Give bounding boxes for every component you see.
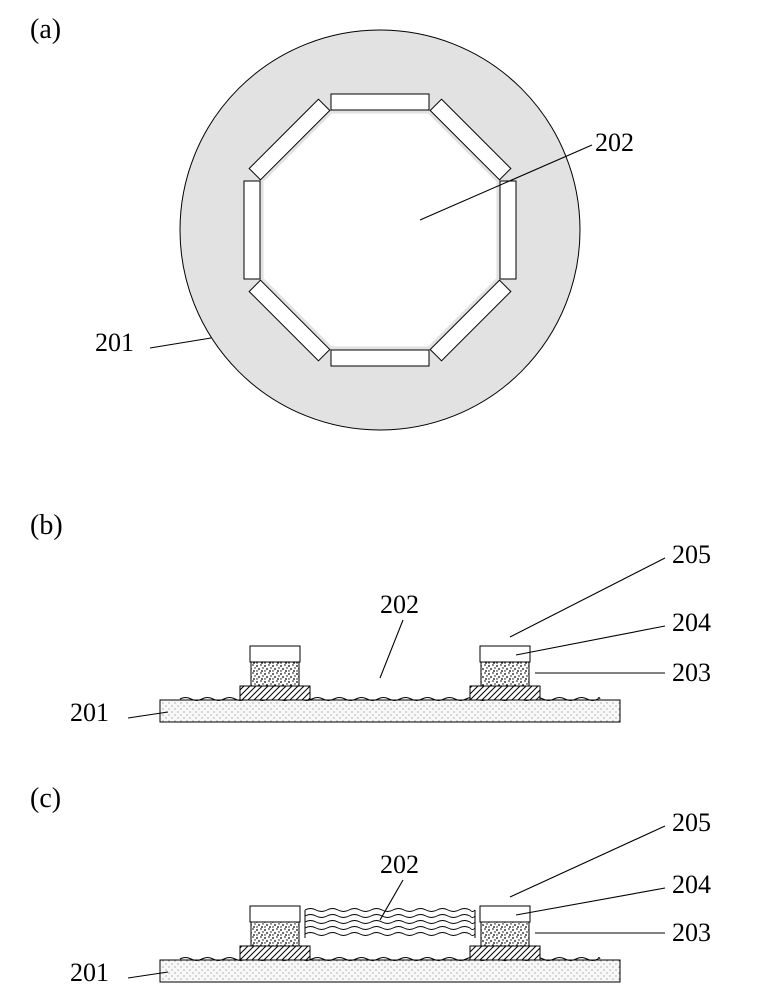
callout-204-c: 204 [672,870,711,900]
callout-205-c: 205 [672,808,711,838]
callout-202-c: 202 [380,850,419,880]
callout-201-c: 201 [70,958,109,988]
callout-203-c: 203 [672,918,711,948]
